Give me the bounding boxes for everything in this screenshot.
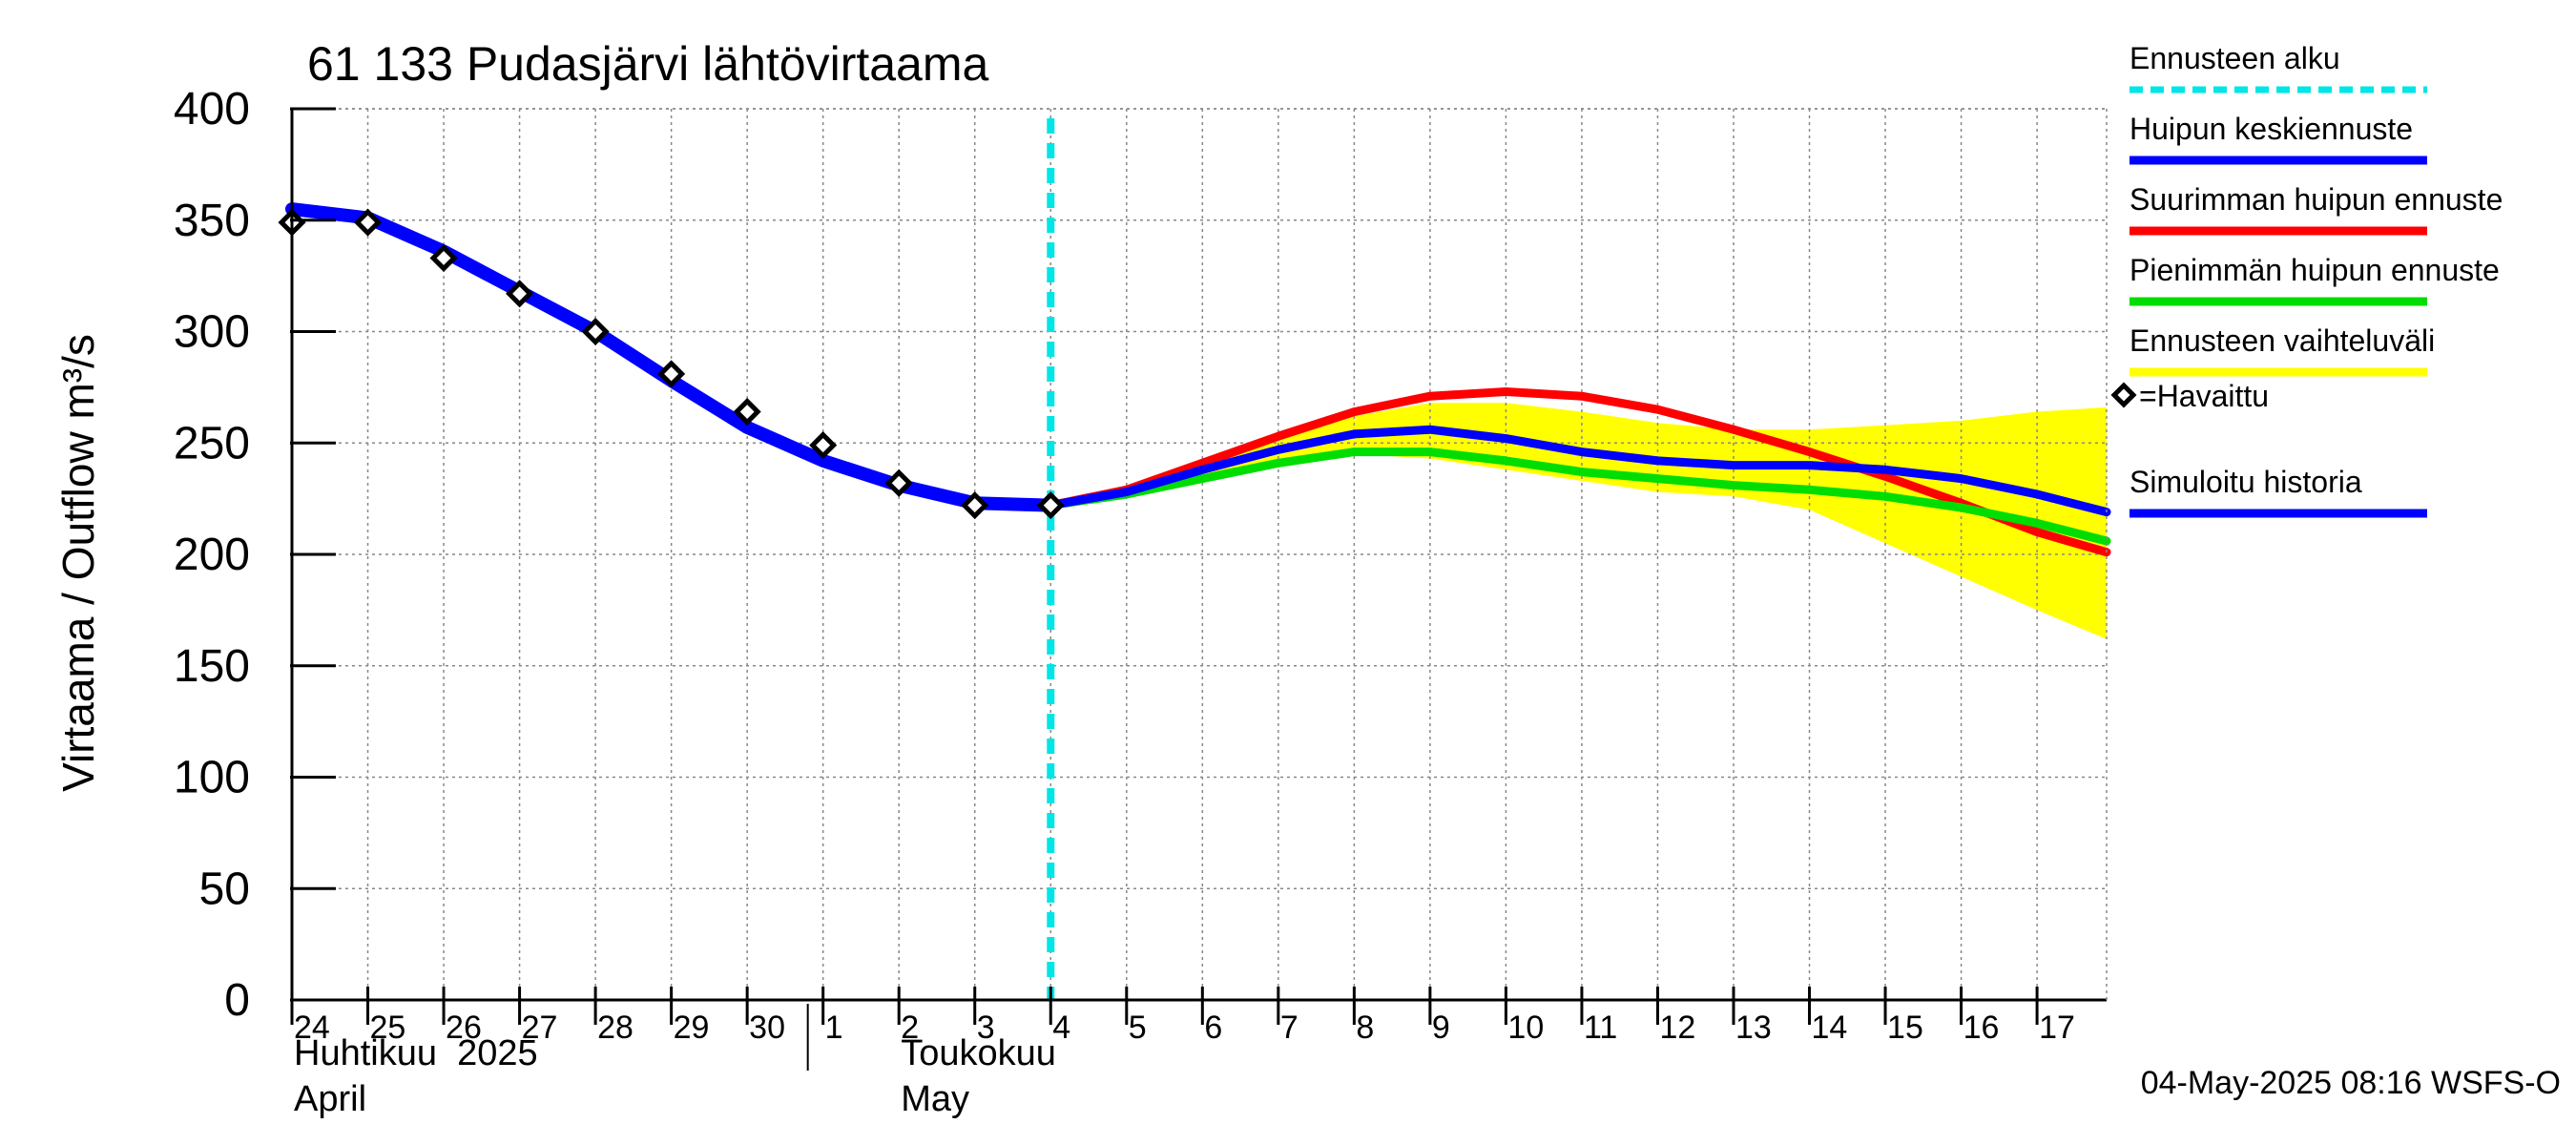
legend-label: Ennusteen vaihteluväli bbox=[2129, 323, 2435, 358]
legend: Ennusteen alku Huipun keskiennuste Suurimm… bbox=[2110, 41, 2503, 518]
month-labels: Huhtikuu 2025 April Toukokuu May bbox=[294, 1004, 1056, 1119]
x-tick-label: 30 bbox=[749, 1010, 785, 1046]
y-axis-label: Virtaama / Outflow m³/s bbox=[53, 334, 103, 792]
x-tick-label: 15 bbox=[1887, 1010, 1923, 1046]
x-tick-label: 14 bbox=[1812, 1010, 1848, 1046]
x-tick-label: 24 bbox=[294, 1010, 330, 1046]
x-tick-label: 11 bbox=[1584, 1010, 1617, 1046]
y-tick-label: 200 bbox=[174, 530, 250, 580]
x-tick-label: 2 bbox=[901, 1010, 919, 1046]
chart-title: 61 133 Pudasjärvi lähtövirtaama bbox=[307, 37, 988, 91]
x-tick-label: 5 bbox=[1129, 1010, 1147, 1046]
observed-point bbox=[809, 431, 838, 460]
y-tick-label: 250 bbox=[174, 418, 250, 468]
legend-label: Simuloitu historia bbox=[2129, 465, 2362, 499]
x-tick-label: 8 bbox=[1356, 1010, 1374, 1046]
x-tick-label: 17 bbox=[2039, 1010, 2075, 1046]
series-line-0 bbox=[1046, 387, 2111, 557]
x-tick-labels: 24 25 26 27 28 29 30 1 2 3 4 5 6 7 8 9 10 11 12 13 14 15 16 17 bbox=[290, 987, 2075, 1046]
x-tick-label: 1 bbox=[825, 1010, 843, 1046]
month-label-line2: May bbox=[901, 1079, 969, 1119]
x-tick-label: 29 bbox=[674, 1010, 710, 1046]
x-tick-label: 13 bbox=[1735, 1010, 1772, 1046]
legend-label: Suurimman huipun ennuste bbox=[2129, 182, 2503, 217]
observed-point bbox=[1036, 491, 1065, 520]
series-line-1 bbox=[1046, 448, 2111, 546]
y-tick-label: 400 bbox=[174, 84, 250, 135]
observed-point bbox=[657, 360, 686, 388]
x-tick-label: 6 bbox=[1204, 1010, 1222, 1046]
month-label-line2: April bbox=[294, 1079, 366, 1119]
footer-timestamp: 04-May-2025 08:16 WSFS-O bbox=[2141, 1065, 2561, 1101]
y-tick-label: 300 bbox=[174, 307, 250, 358]
observed-point bbox=[884, 468, 913, 497]
observed-point bbox=[733, 398, 761, 427]
x-tick-label: 16 bbox=[1963, 1010, 2000, 1046]
legend-swatch-observed bbox=[2110, 382, 2137, 408]
y-tick-label: 100 bbox=[174, 753, 250, 803]
y-tick-label: 0 bbox=[224, 975, 250, 1026]
legend-label: Huipun keskiennuste bbox=[2129, 112, 2413, 146]
y-tick-labels: 0 50 100 150 200 250 300 350 400 bbox=[174, 84, 336, 1026]
y-tick-label: 350 bbox=[174, 196, 250, 246]
y-tick-label: 50 bbox=[199, 864, 250, 914]
observed-point bbox=[961, 491, 989, 520]
x-tick-label: 4 bbox=[1052, 1010, 1070, 1046]
x-tick-label: 27 bbox=[522, 1010, 558, 1046]
x-tick-label: 25 bbox=[370, 1010, 406, 1046]
x-tick-label: 28 bbox=[597, 1010, 634, 1046]
month-label-line1: Huhtikuu 2025 bbox=[294, 1033, 538, 1073]
legend-label: =Havaittu bbox=[2139, 379, 2269, 413]
observed-point bbox=[581, 317, 610, 346]
observed-point bbox=[429, 243, 458, 272]
x-tick-label: 3 bbox=[977, 1010, 995, 1046]
x-tick-label: 9 bbox=[1432, 1010, 1450, 1046]
legend-label: Pienimmän huipun ennuste bbox=[2129, 253, 2500, 287]
legend-label: Ennusteen alku bbox=[2129, 41, 2340, 75]
x-tick-label: 12 bbox=[1659, 1010, 1695, 1046]
observed-point bbox=[506, 280, 534, 308]
observed-point bbox=[353, 208, 383, 237]
y-tick-label: 150 bbox=[174, 641, 250, 692]
series-lines bbox=[285, 202, 2111, 557]
x-tick-label: 26 bbox=[446, 1010, 482, 1046]
month-label-line1: Toukokuu bbox=[901, 1033, 1056, 1073]
x-tick-label: 7 bbox=[1280, 1010, 1298, 1046]
x-tick-label: 10 bbox=[1507, 1010, 1544, 1046]
series-line-2 bbox=[1046, 425, 2111, 517]
